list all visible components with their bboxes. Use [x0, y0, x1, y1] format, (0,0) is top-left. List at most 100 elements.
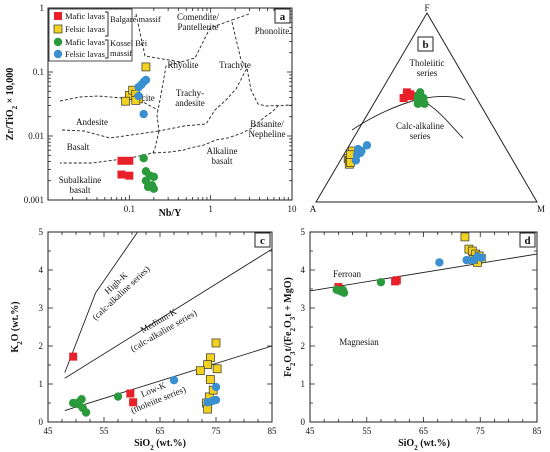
ferroan-magnesian-boundary: [309, 253, 538, 292]
x-tick-label: 75: [212, 426, 222, 436]
panel-label: d: [524, 235, 530, 247]
panel-label-box: [274, 8, 291, 24]
field-boundary: [135, 13, 233, 63]
panel-label-box: [519, 232, 536, 248]
x-tick-label: 75: [476, 426, 486, 436]
y-tick-label: 0: [301, 417, 306, 427]
x-tick-label: 85: [268, 426, 278, 436]
field-label-alkaline-basalt: basalt: [212, 156, 233, 166]
field-label-ferroan: Ferroan: [333, 269, 361, 279]
x-tick-label: 55: [100, 426, 110, 436]
x-tick-label: 65: [419, 426, 429, 436]
field-label-dacite: Dacite: [131, 93, 154, 103]
panel-label: b: [422, 39, 428, 51]
data-point: [117, 156, 126, 165]
data-point: [435, 258, 444, 267]
field-label-andesite: Andesite: [76, 117, 108, 127]
y-tick-label: 5: [39, 227, 44, 237]
y-axis-label: Fe2O3t/(Fe2O3t + MgO): [283, 277, 297, 377]
field-label-trachyte: Trachyte: [219, 60, 251, 70]
data-point: [149, 172, 159, 182]
field-label-comendite: Comendite/: [177, 12, 219, 22]
panel-label-box: [254, 232, 271, 248]
field-label-comendite: Pantellerite: [178, 22, 219, 32]
x-tick-label: 45: [44, 426, 54, 436]
field-label-tholeiitic: Tholeiitic: [410, 58, 445, 68]
legend-marker: [53, 37, 63, 47]
data-point: [477, 253, 486, 263]
x-tick-label: 0.1: [124, 204, 135, 214]
data-point: [203, 360, 212, 369]
ternary-triangle: [315, 12, 538, 203]
data-point: [125, 171, 134, 180]
legend-brace: [105, 11, 109, 37]
field-boundary: [59, 95, 159, 111]
data-point: [362, 141, 372, 150]
field-boundary: [60, 130, 160, 164]
legend-marker: [53, 24, 63, 34]
y-tick-label: 0.001: [24, 195, 44, 205]
boundary-medium-k: [64, 248, 273, 379]
data-point: [353, 144, 363, 154]
data-point: [460, 232, 470, 242]
legend-label: Mafic lavas: [65, 11, 105, 21]
data-point: [139, 153, 148, 163]
x-axis-label: SiO2 (wt.%): [398, 438, 450, 452]
data-point: [413, 95, 423, 105]
field-label-basanite: Nepheline: [249, 129, 286, 139]
data-point: [206, 375, 215, 384]
legend-group-label: massif: [110, 48, 132, 58]
field-label-calc-alkaline: series: [410, 131, 431, 141]
field-label-magnesian: Magnesian: [339, 337, 379, 347]
field-label-trachyandesite: andesite: [175, 98, 205, 108]
panel-a-frame: [47, 7, 293, 201]
legend-box: [48, 8, 133, 62]
field-label-calc-alkaline: Calc-alkaline: [396, 121, 444, 131]
boundary-low-k: [64, 345, 273, 412]
y-tick-label: 2: [39, 341, 44, 351]
field-label-basanite: Basanite/: [250, 119, 284, 129]
y-tick-label: 4: [39, 265, 44, 275]
y-tick-label: 1: [39, 379, 44, 389]
x-tick-label: 1: [208, 204, 213, 214]
legend-label: Felsic lavas: [65, 24, 105, 34]
field-boundary: [231, 13, 250, 21]
data-point: [203, 398, 212, 407]
data-point: [169, 376, 179, 385]
panel-label: a: [280, 11, 286, 23]
y-tick-label: 0.1: [33, 67, 44, 77]
y-tick-label: 5: [301, 227, 306, 237]
x-tick-label: 45: [306, 426, 316, 436]
legend-marker: [54, 12, 62, 20]
x-tick-label: 85: [533, 426, 543, 436]
vertex-label-f: F: [424, 3, 429, 13]
y-axis-label: Zr/TiO2 × 10,000: [5, 68, 19, 141]
legend-marker: [53, 49, 63, 59]
y-tick-label: 3: [39, 303, 44, 313]
field-label-tholeiitic: series: [417, 68, 438, 78]
data-point: [126, 389, 135, 398]
data-point: [376, 277, 386, 287]
field-label-alkaline-basalt: Alkaline: [207, 146, 238, 156]
field-boundary: [152, 105, 279, 154]
y-tick-label: 4: [301, 265, 306, 275]
data-point: [406, 90, 415, 99]
legend-label: Felsic lavas: [65, 49, 105, 59]
field-label-subalkaline-basalt: basalt: [70, 185, 91, 195]
data-point: [462, 255, 471, 265]
data-point: [195, 366, 205, 376]
y-axis-label: K2O (wt.%): [10, 301, 24, 352]
data-point: [149, 184, 159, 193]
x-axis-label: Nb/Y: [159, 208, 183, 219]
field-label-trachyandesite: Trachy-: [176, 88, 204, 98]
data-point: [415, 88, 425, 97]
field-label-subalkaline-basalt: Subalkaline: [59, 175, 102, 185]
y-tick-label: 2: [301, 341, 306, 351]
data-point: [139, 109, 148, 119]
legend-brace: [105, 39, 109, 59]
data-point: [69, 352, 78, 361]
panel-label: c: [260, 235, 265, 247]
data-point: [420, 99, 429, 108]
data-point: [113, 392, 123, 401]
data-point: [121, 96, 130, 106]
